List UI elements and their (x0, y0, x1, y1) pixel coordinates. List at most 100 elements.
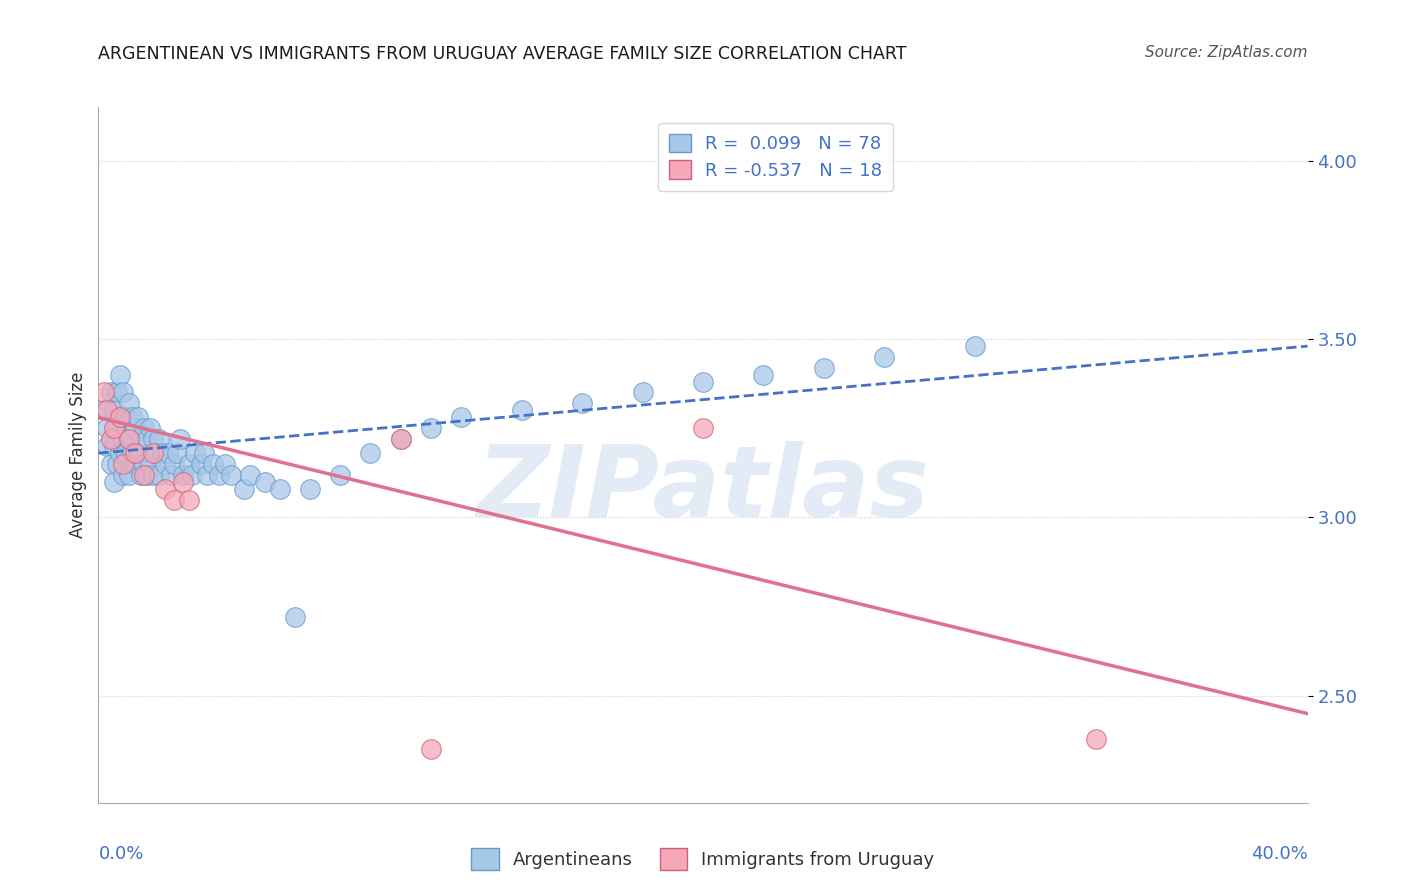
Point (105, 421, 128, 435)
Point (132, 421, 155, 435)
Point (145, 446, 167, 460)
Text: ZIPatlas: ZIPatlas (477, 442, 929, 538)
Point (692, 421, 714, 435)
Point (163, 457, 186, 471)
Point (142, 432, 165, 446)
Point (121, 446, 143, 460)
Point (172, 467, 194, 482)
Point (111, 457, 134, 471)
Point (631, 385, 654, 400)
Point (179, 457, 201, 471)
Point (389, 432, 412, 446)
Point (105, 457, 128, 471)
Point (752, 368, 775, 382)
Point (129, 432, 152, 446)
Point (93, 385, 115, 400)
Point (135, 467, 157, 482)
Point (299, 482, 322, 496)
Point (193, 446, 215, 460)
Point (221, 467, 243, 482)
Point (114, 410, 136, 425)
Point (153, 482, 176, 496)
Point (114, 446, 136, 460)
Text: 0.0%: 0.0% (98, 845, 143, 863)
Y-axis label: Average Family Size: Average Family Size (69, 372, 87, 538)
Point (813, 360, 835, 375)
Point (160, 467, 183, 482)
Point (100, 385, 122, 400)
Point (214, 457, 236, 471)
Point (166, 446, 188, 460)
Point (181, 467, 204, 482)
Point (111, 385, 134, 400)
Point (132, 457, 155, 471)
Point (420, 742, 443, 756)
Point (139, 421, 162, 435)
Point (103, 403, 125, 417)
Point (124, 421, 146, 435)
Text: 40.0%: 40.0% (1251, 845, 1308, 863)
Point (142, 446, 165, 460)
Point (124, 457, 146, 471)
Point (1085, 731, 1108, 746)
Point (96, 421, 118, 435)
Text: ARGENTINEAN VS IMMIGRANTS FROM URUGUAY AVERAGE FAMILY SIZE CORRELATION CHART: ARGENTINEAN VS IMMIGRANTS FROM URUGUAY A… (98, 45, 907, 62)
Text: Source: ZipAtlas.com: Source: ZipAtlas.com (1144, 45, 1308, 60)
Point (103, 439, 125, 453)
Point (571, 396, 593, 410)
Point (148, 467, 170, 482)
Point (132, 467, 155, 482)
Point (360, 446, 382, 460)
Legend: Argentineans, Immigrants from Uruguay: Argentineans, Immigrants from Uruguay (464, 841, 942, 877)
Point (156, 446, 179, 460)
Point (195, 467, 218, 482)
Point (118, 432, 141, 446)
Point (111, 467, 134, 482)
Point (150, 446, 173, 460)
Point (420, 421, 443, 435)
Point (284, 610, 307, 624)
Point (93, 403, 115, 417)
Point (108, 410, 131, 425)
Point (253, 475, 276, 489)
Point (96, 439, 118, 453)
Point (118, 467, 141, 482)
Point (118, 432, 141, 446)
Point (127, 410, 149, 425)
Point (208, 467, 231, 482)
Point (108, 368, 131, 382)
Point (142, 467, 165, 482)
Point (129, 467, 152, 482)
Point (190, 457, 212, 471)
Point (163, 492, 186, 507)
Point (139, 457, 162, 471)
Point (692, 375, 714, 389)
Point (108, 446, 131, 460)
Point (202, 457, 225, 471)
Point (329, 467, 352, 482)
Point (121, 410, 143, 425)
Point (184, 446, 207, 460)
Point (105, 385, 128, 400)
Point (127, 446, 149, 460)
Point (118, 396, 141, 410)
Point (100, 457, 122, 471)
Point (96, 403, 118, 417)
Point (169, 432, 191, 446)
Point (510, 403, 533, 417)
Point (389, 432, 412, 446)
Point (873, 350, 896, 364)
Point (124, 446, 146, 460)
Point (269, 482, 291, 496)
Point (450, 410, 472, 425)
Point (965, 339, 987, 353)
Point (135, 432, 157, 446)
Point (111, 432, 134, 446)
Point (103, 421, 125, 435)
Point (103, 475, 125, 489)
Point (239, 467, 262, 482)
Point (100, 432, 122, 446)
Point (232, 482, 254, 496)
Point (108, 410, 131, 425)
Point (179, 492, 201, 507)
